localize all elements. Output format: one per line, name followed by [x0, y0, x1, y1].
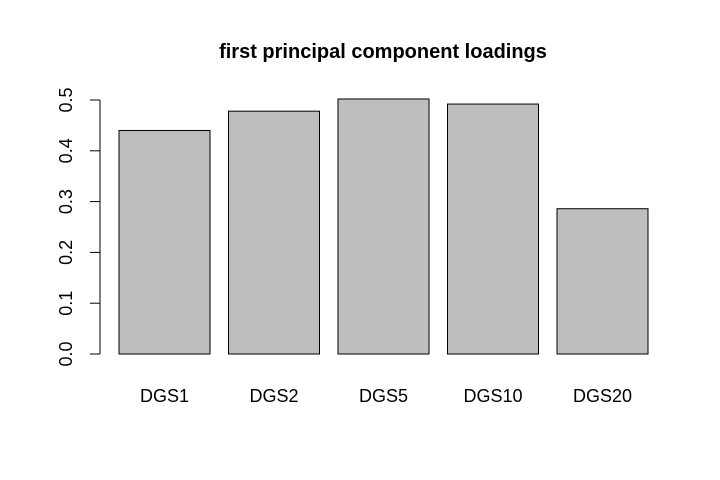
x-tick-label: DGS20 — [573, 386, 632, 406]
bar-dgs10 — [447, 103, 539, 355]
x-tick-label: DGS2 — [249, 386, 298, 406]
y-tick-label: 0.5 — [56, 87, 76, 112]
y-tick-label: 0.1 — [56, 291, 76, 316]
y-axis: 0.0 0.1 0.2 0.3 0.4 0.5 — [56, 87, 101, 367]
bar-dgs20 — [556, 208, 649, 355]
x-axis-labels: DGS1 DGS2 DGS5 DGS10 DGS20 — [140, 386, 632, 406]
y-tick-label: 0.3 — [56, 189, 76, 214]
bar-dgs1 — [118, 129, 211, 355]
y-tick-label: 0.2 — [56, 240, 76, 265]
x-tick-label: DGS5 — [359, 386, 408, 406]
y-tick-label: 0.0 — [56, 341, 76, 366]
x-tick-label: DGS10 — [463, 386, 522, 406]
bars-group — [118, 98, 649, 355]
bar-dgs2 — [228, 110, 320, 355]
bar-dgs5 — [337, 98, 430, 355]
x-tick-label: DGS1 — [140, 386, 189, 406]
y-tick-label: 0.4 — [56, 138, 76, 163]
chart-title: first principal component loadings — [219, 41, 547, 63]
